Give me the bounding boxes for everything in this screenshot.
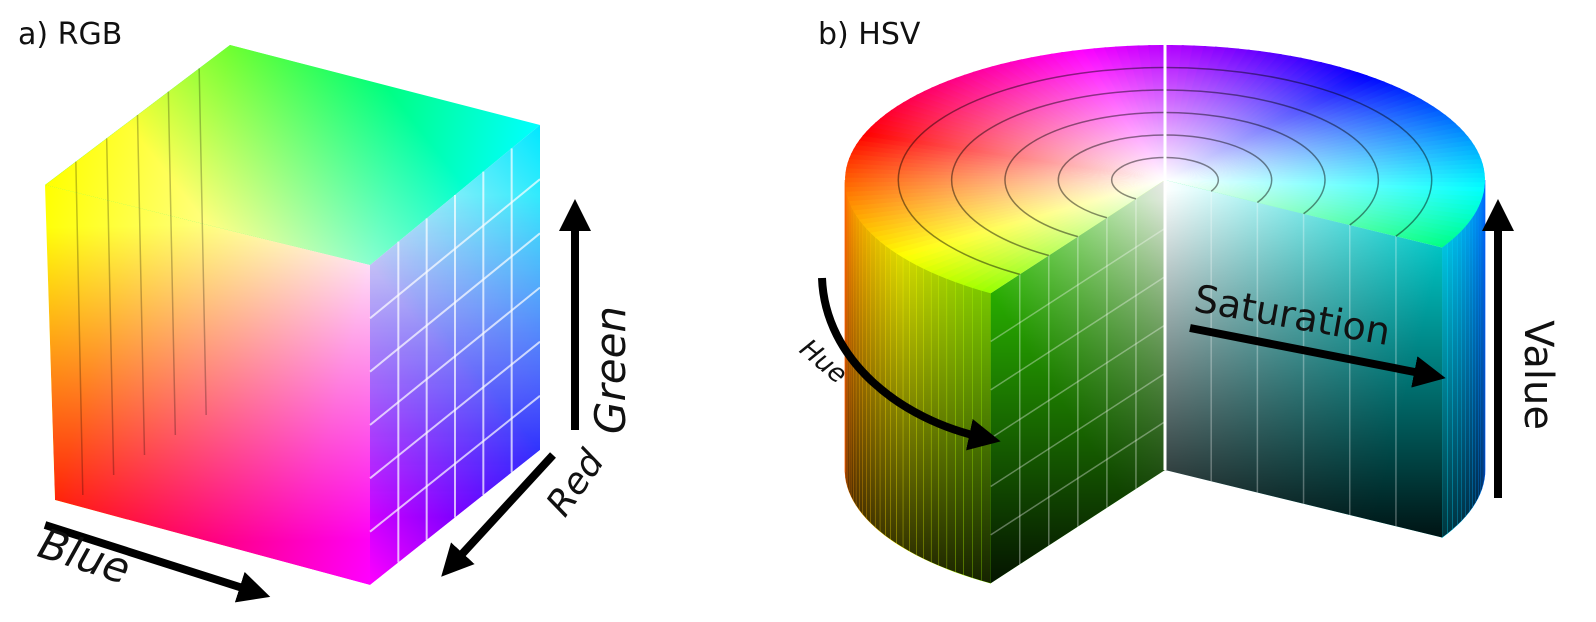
cylinder-shade [1457, 230, 1462, 525]
arrow [441, 452, 556, 577]
cylinder-shade [1452, 234, 1458, 530]
arrow [43, 521, 271, 603]
cylinder-shade [1461, 226, 1466, 521]
cylinder-shade [1469, 217, 1473, 512]
cut-grid-line [990, 324, 1166, 439]
cube-slice-line [198, 68, 207, 416]
cube-face [45, 45, 540, 265]
axis-label: Value [1515, 320, 1561, 430]
cylinder-shade [1475, 208, 1479, 503]
cut-grid-line [990, 421, 1166, 536]
cylinder-shade [1447, 239, 1453, 534]
cylinder-shade [1465, 221, 1470, 517]
cube-grid-line [369, 395, 541, 533]
cylinder-shade [848, 201, 851, 496]
arrow [818, 277, 1001, 451]
panel-title: b) HSV [818, 17, 921, 52]
axis-label: Green [586, 306, 635, 434]
ring-line [1004, 111, 1326, 238]
cut-shade [990, 180, 1165, 584]
arrow [1189, 324, 1446, 388]
cut-grid-line [990, 372, 1166, 488]
cylinder-shade [1478, 203, 1481, 499]
cut-grid-line [990, 227, 1166, 343]
cylinder-shade [1480, 198, 1482, 494]
panel-title: a) RGB [18, 17, 122, 52]
cube-slice-line [167, 91, 177, 436]
ring-line [1057, 134, 1273, 219]
cylinder-shade [1481, 194, 1484, 489]
ring-line [897, 66, 1433, 276]
cut-shade [1165, 180, 1443, 538]
axis-label: Blue [33, 519, 137, 594]
cylinder-shade [847, 196, 849, 492]
cube-slice-line [105, 138, 115, 476]
cut-grid-line [990, 276, 1166, 391]
cube-slice-line [136, 114, 146, 456]
ring-line [1110, 156, 1220, 200]
cube-slice-line [75, 161, 84, 496]
cylinder-shade [1442, 243, 1448, 538]
cylinder-shade [1472, 212, 1476, 508]
ring-line [951, 89, 1380, 257]
cube-face [45, 185, 370, 585]
shapes [43, 44, 1514, 603]
